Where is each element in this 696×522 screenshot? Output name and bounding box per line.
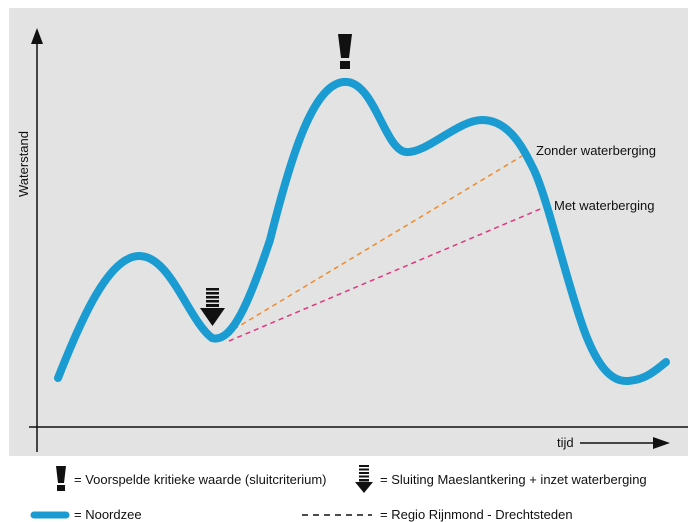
zonder-waterberging-line (225, 155, 523, 335)
zonder-waterberging-label: Zonder waterberging (536, 143, 656, 158)
y-axis-arrowhead (31, 28, 43, 44)
legend-noordzee-label: = Noordzee (74, 507, 142, 522)
met-waterberging-line (228, 206, 546, 342)
x-axis-label-arrowhead (653, 437, 670, 449)
legend-closure-icon (355, 465, 373, 493)
legend-critical-icon (56, 466, 66, 491)
legend-critical-label: = Voorspelde kritieke waarde (sluitcrite… (74, 472, 327, 487)
plot-background (9, 8, 688, 456)
x-axis-label: tijd (557, 435, 574, 450)
noordzee-curve (54, 77, 670, 385)
exclamation-icon (338, 34, 352, 69)
arrow-down-icon (200, 288, 225, 326)
met-waterberging-label: Met waterberging (554, 198, 654, 213)
y-axis-label: Waterstand (16, 131, 31, 197)
legend-regio-label: = Regio Rijnmond - Drechtsteden (380, 507, 573, 522)
legend-closure-label: = Sluiting Maeslantkering + inzet waterb… (380, 472, 647, 487)
